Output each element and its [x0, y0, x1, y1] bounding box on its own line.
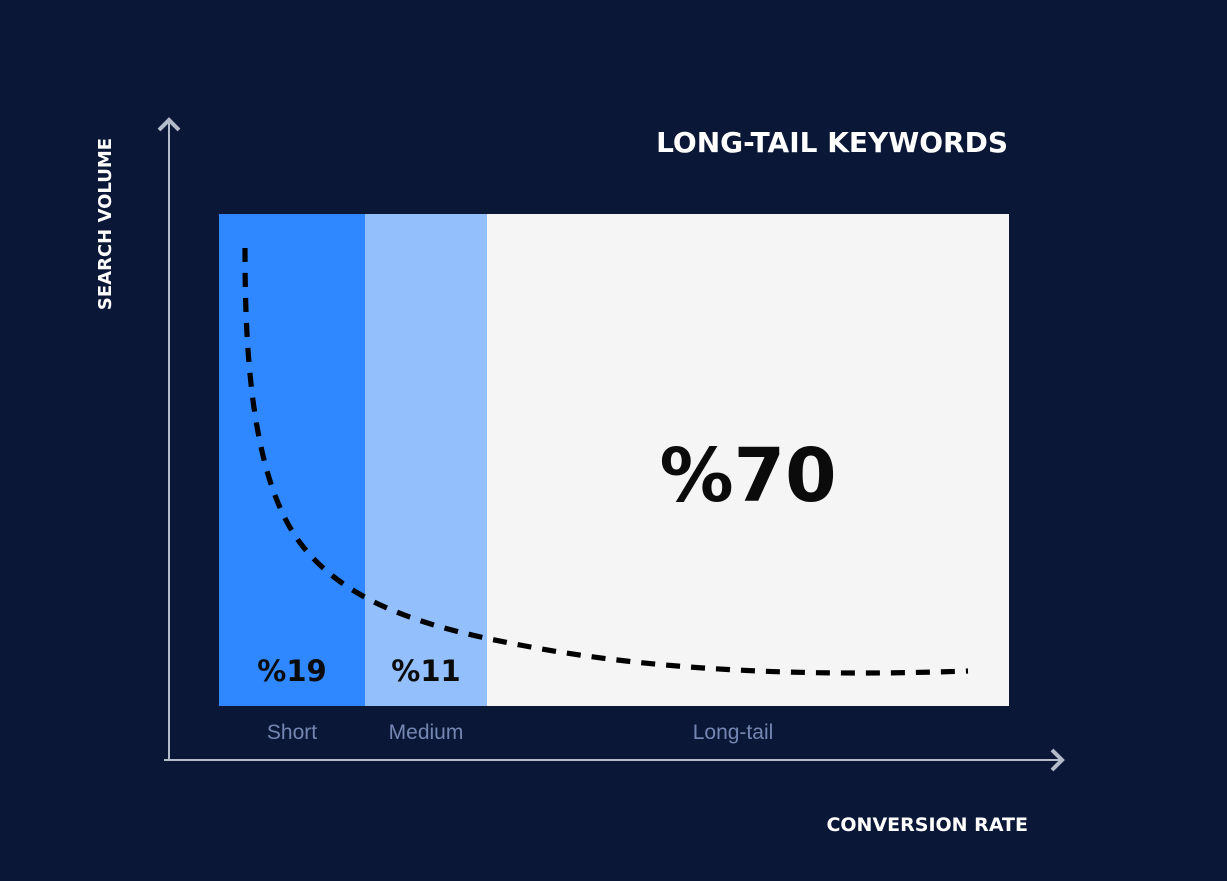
value-label-medium: %11	[391, 654, 460, 688]
bar-segments	[219, 214, 1009, 706]
value-labels: %19 %11 %70	[257, 433, 836, 688]
value-label-short: %19	[257, 654, 326, 688]
y-axis-title: SEARCH VOLUME	[95, 138, 116, 310]
segment-short	[219, 214, 365, 706]
category-label-long-tail: Long-tail	[693, 721, 774, 744]
category-labels: Short Medium Long-tail	[267, 721, 773, 744]
x-axis-title: CONVERSION RATE	[826, 814, 1028, 836]
segment-long-tail	[487, 214, 1009, 706]
category-label-medium: Medium	[389, 721, 464, 744]
chart-title: LONG-TAIL KEYWORDS	[656, 126, 1008, 159]
value-label-long-tail: %70	[659, 433, 836, 519]
segment-medium	[365, 214, 487, 706]
demand-curve	[242, 247, 969, 676]
category-label-short: Short	[267, 721, 317, 744]
